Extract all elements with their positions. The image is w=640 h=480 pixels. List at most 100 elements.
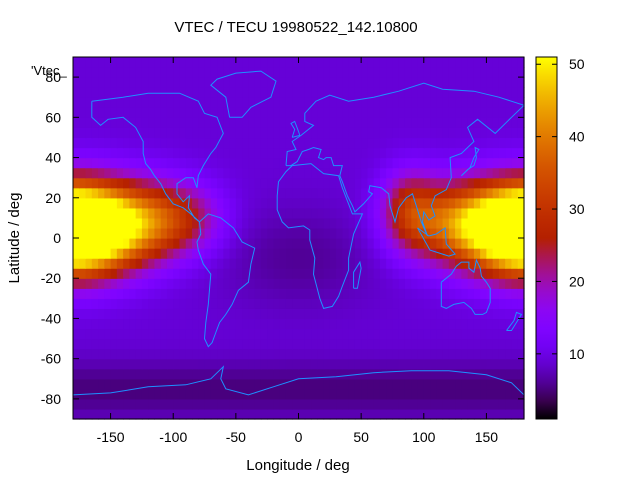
heatmap-cell xyxy=(279,308,287,320)
heatmap-cell xyxy=(185,147,193,159)
heatmap-cell xyxy=(148,97,156,108)
heatmap-cell xyxy=(254,388,262,400)
heatmap-cell xyxy=(417,97,425,108)
heatmap-cell xyxy=(198,167,206,179)
heatmap-cell xyxy=(135,398,143,410)
heatmap-cell xyxy=(229,137,237,149)
heatmap-cell xyxy=(148,167,156,179)
heatmap-cell xyxy=(461,248,469,259)
heatmap-cell xyxy=(361,408,368,420)
heatmap-cell xyxy=(505,167,513,179)
heatmap-cell xyxy=(141,318,149,330)
heatmap-cell xyxy=(210,187,218,199)
heatmap-cell xyxy=(116,147,124,159)
heatmap-cell xyxy=(298,378,306,390)
heatmap-cell xyxy=(217,408,224,420)
heatmap-cell xyxy=(311,368,318,380)
heatmap-cell xyxy=(336,167,343,179)
heatmap-cell xyxy=(217,358,224,370)
heatmap-cell xyxy=(210,278,218,289)
heatmap-cell xyxy=(367,378,375,390)
heatmap-cell xyxy=(129,328,137,340)
heatmap-cell xyxy=(73,378,80,390)
heatmap-cell xyxy=(329,167,337,179)
heatmap-cell xyxy=(517,57,525,68)
heatmap-cell xyxy=(217,127,224,139)
heatmap-cell xyxy=(455,217,462,229)
heatmap-cell xyxy=(260,227,268,239)
heatmap-cell xyxy=(279,268,287,279)
heatmap-cell xyxy=(386,147,394,159)
heatmap-cell xyxy=(179,268,187,279)
heatmap-cell xyxy=(517,368,525,380)
heatmap-cell xyxy=(304,388,312,400)
heatmap-cell xyxy=(73,318,80,330)
heatmap-cell xyxy=(304,77,312,88)
heatmap-cell xyxy=(455,338,462,350)
heatmap-cell xyxy=(154,197,162,209)
heatmap-cell xyxy=(379,77,387,88)
heatmap-cell xyxy=(511,77,519,88)
heatmap-cell xyxy=(166,157,174,169)
heatmap-cell xyxy=(473,388,481,400)
heatmap-cell xyxy=(498,258,506,269)
heatmap-cell xyxy=(104,207,112,219)
heatmap-cell xyxy=(467,97,475,108)
heatmap-cell xyxy=(116,57,124,68)
heatmap-cell xyxy=(160,258,168,269)
heatmap-cell xyxy=(204,197,212,209)
heatmap-cell xyxy=(235,167,243,179)
heatmap-cell xyxy=(292,388,300,400)
heatmap-cell xyxy=(361,348,368,360)
heatmap-cell xyxy=(492,107,500,118)
heatmap-cell xyxy=(311,328,318,340)
heatmap-cell xyxy=(511,147,519,159)
heatmap-cell xyxy=(392,238,400,249)
heatmap-cell xyxy=(404,117,412,128)
heatmap-cell xyxy=(85,157,93,169)
heatmap-cell xyxy=(386,217,394,229)
coast-africa xyxy=(276,163,364,309)
heatmap-cell xyxy=(492,358,500,370)
heatmap-cell xyxy=(336,248,343,259)
heatmap-cell xyxy=(361,97,368,108)
heatmap-cell xyxy=(298,318,306,330)
heatmap-cell xyxy=(386,358,394,370)
heatmap-cell xyxy=(329,278,337,289)
heatmap-cell xyxy=(461,87,469,98)
heatmap-cell xyxy=(110,197,118,209)
heatmap-cell xyxy=(79,348,87,360)
heatmap-cell xyxy=(311,147,318,159)
heatmap-cell xyxy=(404,278,412,289)
heatmap-cell xyxy=(123,238,130,249)
heatmap-cell xyxy=(204,378,212,390)
heatmap-cell xyxy=(486,398,494,410)
heatmap-cell xyxy=(336,207,343,219)
heatmap-cell xyxy=(166,408,174,420)
heatmap-cell xyxy=(160,147,168,159)
heatmap-cell xyxy=(85,408,93,420)
heatmap-cell xyxy=(242,348,249,360)
heatmap-cell xyxy=(411,368,419,380)
heatmap-cell xyxy=(123,358,130,370)
heatmap-cell xyxy=(248,187,256,199)
heatmap-cell xyxy=(455,127,462,139)
heatmap-cell xyxy=(129,77,137,88)
heatmap-cell xyxy=(455,197,462,209)
heatmap-cell xyxy=(492,388,500,400)
heatmap-cell xyxy=(254,207,262,219)
heatmap-cell xyxy=(392,97,400,108)
heatmap-cell xyxy=(323,77,331,88)
heatmap-cell xyxy=(104,177,112,189)
heatmap-cell xyxy=(148,278,156,289)
heatmap-cell xyxy=(166,388,174,400)
heatmap-cell xyxy=(185,67,193,78)
heatmap-cell xyxy=(442,318,450,330)
heatmap-cell xyxy=(116,197,124,209)
heatmap-cell xyxy=(210,147,218,159)
heatmap-cell xyxy=(336,348,343,360)
heatmap-cell xyxy=(323,137,331,149)
heatmap-cell xyxy=(492,227,500,239)
heatmap-cell xyxy=(242,338,249,350)
